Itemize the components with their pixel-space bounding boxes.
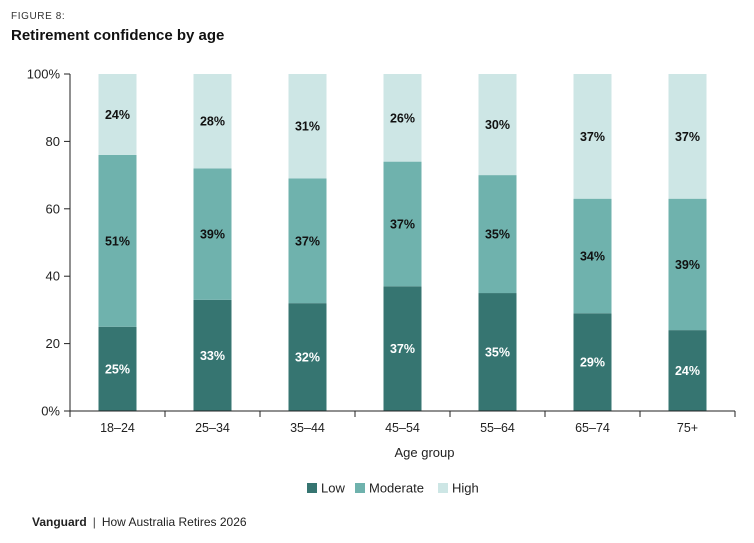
bar-value-label: 29% xyxy=(580,356,605,370)
bar-value-label: 35% xyxy=(485,346,510,360)
bar-segment-low xyxy=(478,293,517,411)
bar-segment-moderate xyxy=(478,175,517,294)
bar-value-label: 39% xyxy=(675,258,700,272)
legend-label-low: Low xyxy=(321,481,345,496)
bar-segment-low xyxy=(668,330,707,411)
bar-segment-moderate xyxy=(193,168,232,300)
bar-value-label: 34% xyxy=(580,249,605,263)
bar-value-label: 37% xyxy=(390,342,415,356)
bar-segment-moderate xyxy=(573,198,612,314)
bar-value-label: 39% xyxy=(200,228,225,242)
bar-segment-low xyxy=(98,326,137,411)
bar-segment-low xyxy=(573,313,612,411)
legend-label-moderate: Moderate xyxy=(369,481,424,496)
legend-label-high: High xyxy=(452,481,479,496)
y-tick-label: 80 xyxy=(46,134,60,149)
bar-segment-low xyxy=(383,286,422,411)
stacked-bar-chart: 0% 20 40 60 80 100% 25% 51% 24% 18–24 33% 39% 28% 25–… xyxy=(27,67,736,496)
bar-value-label: 37% xyxy=(580,130,605,144)
x-tick-label: 55–64 xyxy=(480,421,515,435)
x-tick-label: 25–34 xyxy=(195,421,230,435)
x-tick-label: 65–74 xyxy=(575,421,610,435)
bar-value-label: 28% xyxy=(200,115,225,129)
legend-swatch-moderate xyxy=(355,483,365,493)
bar-value-label: 33% xyxy=(200,349,225,363)
y-tick-label: 60 xyxy=(46,201,60,216)
footer-separator: | xyxy=(92,515,96,529)
x-tick-label: 18–24 xyxy=(100,421,135,435)
bar-segment-low xyxy=(193,299,232,411)
x-tick-label: 35–44 xyxy=(290,421,325,435)
bar-value-label: 37% xyxy=(675,130,700,144)
footer: Vanguard | How Australia Retires 2026 xyxy=(32,515,247,529)
footer-publication: How Australia Retires 2026 xyxy=(101,515,247,529)
bar-segment-high xyxy=(668,74,707,199)
bar-value-label: 35% xyxy=(485,228,510,242)
y-tick-label: 20 xyxy=(46,336,60,351)
bar-value-label: 24% xyxy=(675,364,700,378)
x-tick-label: 75+ xyxy=(677,421,698,435)
bar-value-label: 37% xyxy=(295,234,320,248)
bar-value-label: 31% xyxy=(295,120,320,134)
bar-value-label: 25% xyxy=(105,362,130,376)
bar-value-label: 26% xyxy=(390,111,415,125)
y-tick-label: 0% xyxy=(41,404,60,419)
bar-segment-low xyxy=(288,303,327,411)
bar-value-label: 51% xyxy=(105,234,130,248)
chart-title: Retirement confidence by age xyxy=(11,27,225,44)
bar-value-label: 32% xyxy=(295,351,320,365)
bar-value-label: 37% xyxy=(390,217,415,231)
bar-segment-high xyxy=(383,74,422,162)
figure-label: FIGURE 8: xyxy=(11,11,66,22)
bar-segment-moderate xyxy=(668,198,707,331)
x-axis-title: Age group xyxy=(395,445,455,460)
bar-segment-high xyxy=(478,74,517,176)
bar-segment-high xyxy=(193,74,232,169)
bar-segment-high xyxy=(288,74,327,179)
y-tick-label: 100% xyxy=(27,67,61,82)
bar-value-label: 24% xyxy=(105,108,130,122)
bar-segment-high xyxy=(573,74,612,199)
bar-segment-high xyxy=(98,74,137,155)
legend-swatch-high xyxy=(438,483,448,493)
y-tick-label: 40 xyxy=(46,269,60,284)
bar-segment-moderate xyxy=(383,161,422,287)
footer-brand: Vanguard xyxy=(32,515,87,529)
bar-segment-moderate xyxy=(288,178,327,304)
legend-swatch-low xyxy=(307,483,317,493)
x-tick-label: 45–54 xyxy=(385,421,420,435)
bar-segment-moderate xyxy=(98,154,137,327)
bar-value-label: 30% xyxy=(485,118,510,132)
